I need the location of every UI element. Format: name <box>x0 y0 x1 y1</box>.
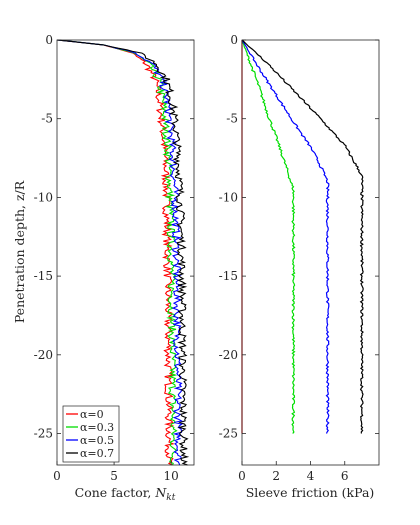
right-plot-area <box>241 39 364 434</box>
right-x-axis-label: Sleeve friction (kPa) <box>246 485 375 500</box>
left-series-line-3 <box>56 39 190 466</box>
left-axes-frame <box>56 39 195 466</box>
left-ticks: 0 5 10 0 -5 -10 -15 -20 -25 <box>34 33 194 483</box>
right-y-tick-label: -5 <box>226 112 238 126</box>
right-y-tick-label: -25 <box>219 427 238 441</box>
right-x-tick-label: 6 <box>341 469 349 483</box>
right-ticks: 0 2 4 6 0 -5 -10 -15 -20 -25 <box>219 33 379 483</box>
left-y-tick-label: -20 <box>34 348 53 362</box>
right-x-tick-label: 2 <box>272 469 280 483</box>
right-series-line-2 <box>241 39 330 434</box>
left-y-tick-label: -25 <box>34 427 53 441</box>
right-panel: 0 2 4 6 0 -5 -10 -15 -20 -25 Sleeve friction (kPa… <box>219 33 380 500</box>
right-y-tick-label: -20 <box>219 348 238 362</box>
left-x-axis-label: Cone factor, Nkt <box>75 485 176 503</box>
right-x-tick-label: 4 <box>307 469 315 483</box>
left-y-axis-label: Penetration depth, z/R <box>12 180 27 323</box>
left-y-tick-label: 0 <box>45 33 53 47</box>
left-series-line-1 <box>56 39 178 466</box>
legend-entry-alpha-0.7: α=0.7 <box>80 447 114 460</box>
left-x-tick-label: 0 <box>53 469 61 483</box>
right-y-tick-label: 0 <box>230 33 238 47</box>
left-x-tick-label: 5 <box>110 469 118 483</box>
left-y-tick-label: -5 <box>41 112 53 126</box>
legend-entry-alpha-0.3: α=0.3 <box>80 421 114 434</box>
legend-entry-alpha-0.5: α=0.5 <box>80 434 114 447</box>
left-plot-area <box>56 39 190 466</box>
right-y-tick-label: -15 <box>219 269 238 283</box>
right-axes-frame <box>241 39 380 466</box>
left-series-line-2 <box>56 39 184 466</box>
left-y-tick-label: -10 <box>34 190 53 204</box>
left-legend: α=0 α=0.3 α=0.5 α=0.7 <box>62 405 120 463</box>
right-y-tick-label: -10 <box>219 190 238 204</box>
left-y-tick-label: -15 <box>34 269 53 283</box>
right-series-line-3 <box>241 39 364 434</box>
left-x-tick-label: 10 <box>164 469 179 483</box>
right-x-tick-label: 0 <box>238 469 246 483</box>
left-panel: 0 5 10 0 -5 -10 -15 -20 -25 α=0 α=0.3 α=0.5 α=0.… <box>12 33 195 503</box>
legend-entry-alpha-0: α=0 <box>80 408 104 421</box>
right-series-line-1 <box>241 39 296 434</box>
left-series-line-0 <box>56 39 175 466</box>
